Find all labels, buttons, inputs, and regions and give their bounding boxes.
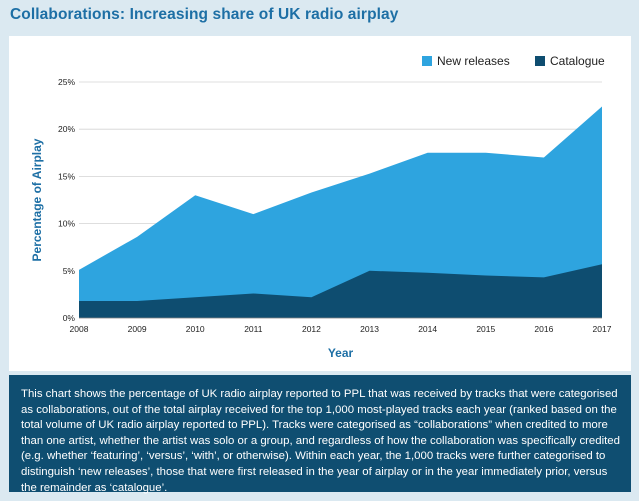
x-tick-label: 2012	[302, 324, 321, 334]
chart-panel: 0% 5% 10% 15% 20% 25% 2008 2009 2010 2011 2012 2013…	[9, 36, 631, 371]
x-tick-label: 2009	[128, 324, 147, 334]
x-tick-label: 2013	[360, 324, 379, 334]
x-tick-label: 2010	[186, 324, 205, 334]
x-tick-label: 2015	[476, 324, 495, 334]
chart-title: Collaborations: Increasing share of UK r…	[10, 6, 399, 23]
y-tick-label: 25%	[58, 77, 75, 87]
y-tick-label: 15%	[58, 171, 75, 181]
area-chart: 0% 5% 10% 15% 20% 25% 2008 2009 2010 2011 2012 2013…	[30, 54, 612, 360]
x-tick-label: 2014	[418, 324, 437, 334]
y-axis-title: Percentage of Airplay	[30, 138, 44, 261]
legend-label-catalogue: Catalogue	[550, 54, 605, 68]
x-tick-label: 2011	[244, 324, 263, 334]
y-tick-label: 0%	[63, 313, 76, 323]
series-area-catalogue	[79, 264, 602, 318]
y-tick-label: 20%	[58, 124, 75, 134]
x-axis-title: Year	[328, 346, 354, 360]
legend-swatch-new-releases	[422, 56, 432, 66]
y-tick-label: 5%	[63, 266, 76, 276]
series-area-new-releases	[79, 106, 602, 318]
chart-description: This chart shows the percentage of UK ra…	[9, 375, 631, 494]
legend-swatch-catalogue	[535, 56, 545, 66]
x-tick-label: 2016	[534, 324, 553, 334]
legend-label-new-releases: New releases	[437, 54, 510, 68]
x-tick-label: 2017	[593, 324, 612, 334]
x-tick-label: 2008	[70, 324, 89, 334]
y-tick-label: 10%	[58, 219, 75, 229]
